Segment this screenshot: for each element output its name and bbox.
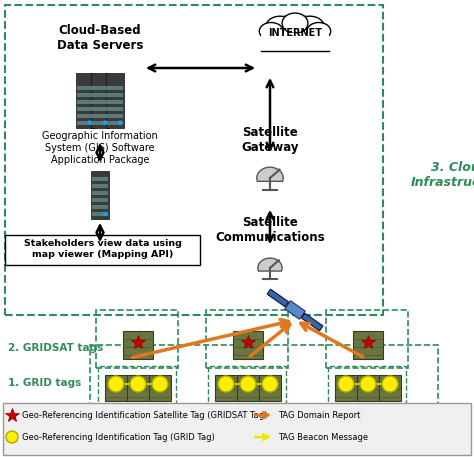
Text: Geo-Referencing Identification Tag (GRID Tag): Geo-Referencing Identification Tag (GRID… [22,432,215,441]
Bar [233,331,263,359]
Circle shape [338,376,354,392]
Circle shape [262,376,278,392]
Bar [77,92,93,96]
Circle shape [88,121,91,124]
Circle shape [119,121,122,124]
Bar [149,375,171,401]
Circle shape [6,431,18,443]
Bar [107,113,123,117]
Bar [92,191,108,195]
Ellipse shape [282,13,308,33]
Bar [328,366,406,408]
Bar [92,205,108,209]
Text: Cluster n: Cluster n [340,415,396,425]
Bar [379,375,401,401]
Bar [92,85,108,90]
Bar [77,106,93,111]
Text: 3. Cloud
Infrastructure: 3. Cloud Infrastructure [410,161,474,189]
Text: Geo-Referencing Identification Satellite Tag (GRIDSAT Tag): Geo-Referencing Identification Satellite… [22,410,267,420]
Bar [208,366,286,408]
Circle shape [103,213,107,216]
Bar [92,113,108,117]
Polygon shape [285,301,305,319]
Text: Stakeholders view data using
map viewer (Mapping API): Stakeholders view data using map viewer … [24,239,182,259]
Bar [92,106,108,111]
Circle shape [108,376,124,392]
Bar [215,375,237,401]
Circle shape [382,376,398,392]
Ellipse shape [307,22,331,40]
Bar [357,375,379,401]
Circle shape [360,376,376,392]
Bar [107,100,123,103]
Bar [105,375,127,401]
Text: INTERNET: INTERNET [268,28,322,38]
Bar [5,5,383,315]
Bar [206,310,288,368]
Bar [96,310,178,368]
Polygon shape [267,289,289,307]
Bar [237,375,259,401]
Text: Cloud-Based
Data Servers: Cloud-Based Data Servers [57,24,143,52]
Bar [91,73,109,128]
Circle shape [152,376,168,392]
Ellipse shape [266,16,294,37]
Text: Satellite
Communications: Satellite Communications [215,216,325,244]
Bar [90,345,438,413]
Bar [107,121,123,124]
Bar [92,198,108,202]
Bar [353,331,383,359]
Ellipse shape [296,16,324,37]
Bar [77,113,93,117]
Text: TAG Domain Report: TAG Domain Report [278,410,360,420]
Bar [92,100,108,103]
Polygon shape [258,258,282,271]
Text: 2. GRIDSAT tags: 2. GRIDSAT tags [8,343,103,353]
Bar [98,366,176,408]
Bar [77,85,93,90]
Polygon shape [301,314,323,331]
Polygon shape [257,167,283,181]
Bar [3,403,471,455]
Text: 1. GRID tags: 1. GRID tags [8,378,81,388]
Bar [326,310,408,368]
Bar [261,33,329,51]
Ellipse shape [261,16,329,51]
Circle shape [240,376,256,392]
Text: Cluster 1: Cluster 1 [110,415,166,425]
Bar [92,184,108,188]
Text: Cluster 2: Cluster 2 [220,415,276,425]
Bar [92,92,108,96]
Bar [107,85,123,90]
Bar [127,375,149,401]
Text: Satellite
Gateway: Satellite Gateway [241,126,299,154]
Circle shape [103,121,107,124]
Circle shape [218,376,234,392]
Bar [259,375,281,401]
Bar [106,73,124,128]
Bar [92,121,108,124]
Bar [76,73,94,128]
Bar [107,92,123,96]
Bar [77,100,93,103]
Bar [77,121,93,124]
Bar [123,331,153,359]
Text: TAG Beacon Message: TAG Beacon Message [278,432,368,441]
Bar [92,177,108,181]
Bar [107,106,123,111]
Bar [92,212,108,216]
Circle shape [130,376,146,392]
Text: Geographic Information
System (GIS) Software
Application Package: Geographic Information System (GIS) Soft… [42,132,158,165]
Bar [5,235,200,265]
Ellipse shape [259,22,283,40]
Bar [335,375,357,401]
Bar [91,171,109,219]
